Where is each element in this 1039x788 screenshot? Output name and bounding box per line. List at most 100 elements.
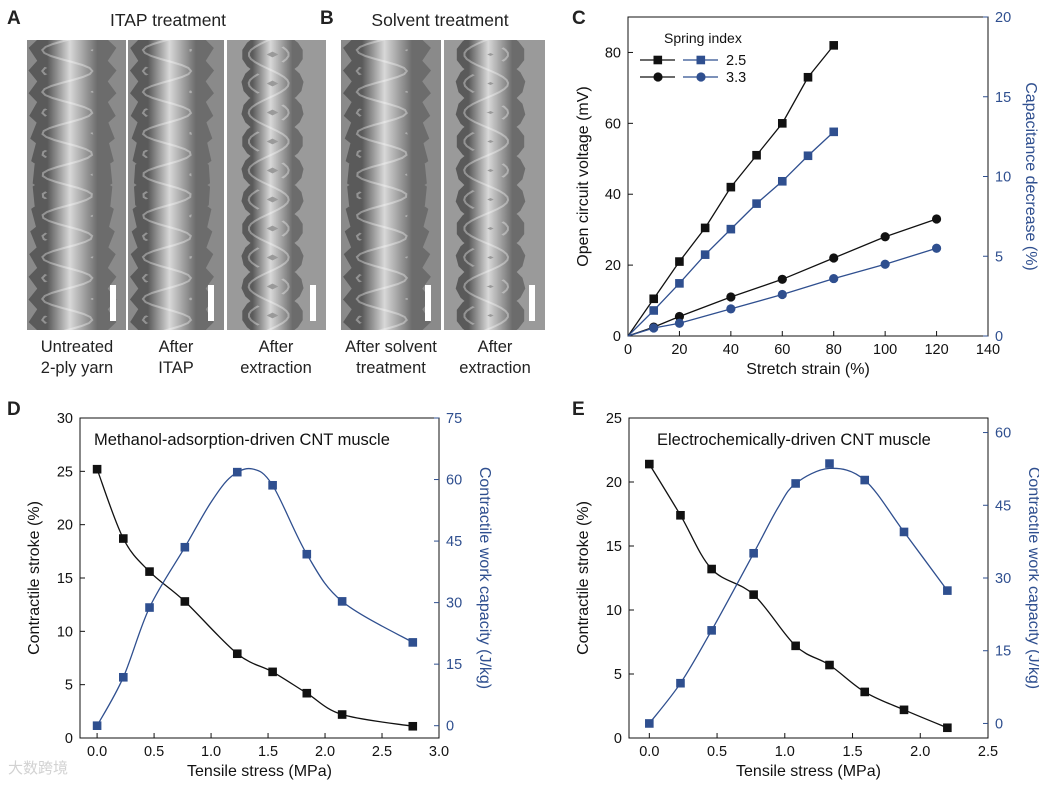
- data-point: [726, 292, 736, 302]
- data-point: [180, 542, 190, 552]
- series-line: [648, 463, 948, 729]
- data-point: [675, 257, 684, 266]
- yarn-helix-graphic: [341, 40, 441, 330]
- y2-tick-label: 10: [995, 170, 1011, 186]
- series-1: [645, 459, 952, 728]
- y-tick-label: 5: [65, 678, 73, 694]
- y-tick-label: 0: [613, 329, 621, 345]
- legend-label: 2.5: [726, 53, 746, 69]
- x-tick-label: 40: [723, 342, 739, 358]
- yarn-highlight: [247, 40, 290, 330]
- legend-marker: [696, 72, 706, 82]
- chart-d-methanol-muscle: Methanol-adsorption-driven CNT muscle 0.0…: [26, 411, 493, 780]
- data-point: [931, 214, 942, 224]
- caption-line: After: [477, 338, 513, 356]
- y2-tick-label: 5: [995, 249, 1003, 265]
- data-point: [752, 199, 761, 208]
- yarn-helix-graphic: [128, 40, 224, 330]
- data-point: [302, 549, 312, 559]
- y-tick-label: 0: [614, 731, 622, 747]
- data-point: [707, 564, 716, 574]
- y-tick-label: 0: [65, 731, 73, 747]
- data-point: [119, 672, 128, 682]
- data-point: [408, 638, 418, 647]
- data-point: [268, 480, 277, 490]
- watermark-text: 大数跨境: [8, 760, 69, 777]
- yarn-highlight: [141, 40, 193, 330]
- yarn-highlight: [463, 40, 510, 330]
- y2-tick-label: 20: [995, 10, 1011, 26]
- series-0: [645, 459, 952, 733]
- data-point: [674, 311, 685, 322]
- data-point: [337, 597, 347, 606]
- data-point: [791, 641, 800, 651]
- scale-bar: [529, 285, 535, 321]
- y2-tick-label: 60: [995, 426, 1011, 442]
- x-tick-label: 2.0: [315, 744, 335, 760]
- x-tick-label: 1.5: [258, 744, 278, 760]
- x-tick-label: 0.5: [144, 744, 164, 760]
- data-point: [92, 721, 102, 730]
- y2-tick-label: 15: [995, 90, 1011, 106]
- data-point: [145, 567, 154, 576]
- plot-frame: [628, 417, 989, 739]
- data-point: [649, 294, 659, 304]
- caption-after-itap: After ITAP: [126, 337, 226, 379]
- series-2: [627, 214, 942, 337]
- panel-letter-a: A: [7, 8, 21, 29]
- y2-axis-label: Contractile work capacity (J/kg): [476, 467, 493, 689]
- y-tick-label: 10: [57, 624, 73, 640]
- data-point: [829, 41, 839, 50]
- caption-line: ITAP: [158, 359, 194, 377]
- y-axis-label: Contractile stroke (%): [26, 501, 43, 655]
- legend: Spring index 2.53.3: [640, 30, 746, 86]
- y2-tick-label: 15: [995, 644, 1011, 660]
- y-tick-label: 60: [605, 116, 621, 132]
- y-tick-label: 40: [605, 187, 621, 203]
- caption-line: After: [258, 338, 294, 356]
- series-line: [96, 468, 413, 727]
- x-axis-label: Tensile stress (MPa): [736, 763, 881, 780]
- x-tick-label: 0.0: [87, 744, 107, 760]
- caption-line: 2-ply yarn: [40, 359, 114, 377]
- data-point: [829, 253, 839, 263]
- y2-tick-label: 30: [995, 571, 1011, 587]
- data-point: [749, 590, 758, 599]
- series-line: [96, 467, 414, 727]
- x-tick-label: 1.0: [201, 744, 221, 760]
- panel-a-title: ITAP treatment: [109, 10, 227, 30]
- y2-tick-label: 45: [446, 534, 462, 550]
- data-point: [700, 250, 710, 259]
- caption-after-extraction-b: After extraction: [444, 337, 546, 379]
- data-point: [880, 232, 890, 242]
- x-axis-label: Tensile stress (MPa): [187, 763, 332, 780]
- data-point: [899, 705, 909, 715]
- x-tick-label: 0.0: [639, 744, 659, 760]
- y-tick-label: 25: [57, 464, 73, 480]
- y2-tick-label: 15: [446, 657, 462, 673]
- data-point: [302, 688, 312, 698]
- caption-line: treatment: [356, 359, 426, 377]
- yarn-ply: [28, 40, 117, 330]
- x-axis-label: Stretch strain (%): [746, 361, 870, 378]
- data-point: [803, 72, 813, 82]
- yarn-ply: [342, 40, 432, 330]
- y-tick-label: 20: [57, 518, 73, 534]
- y2-tick-label: 75: [446, 411, 462, 427]
- yarn-ply: [129, 40, 215, 330]
- series-line: [648, 467, 948, 724]
- sem-image-after-itap: [128, 40, 224, 330]
- y2-tick-label: 45: [995, 498, 1011, 514]
- y-tick-label: 5: [614, 667, 622, 683]
- plot-frame: [79, 417, 440, 739]
- x-tick-label: 2.5: [978, 744, 998, 760]
- panel-b-title: Solvent treatment: [371, 10, 509, 30]
- sem-image-after-solvent: [341, 40, 441, 330]
- chart-c-voltage-capacitance: 0 20 40 60 80 100 120 14002040608005101520Stret…: [575, 10, 1039, 378]
- data-point: [649, 306, 659, 315]
- data-point: [899, 527, 909, 537]
- scale-bar: [208, 285, 214, 321]
- data-point: [825, 660, 834, 670]
- y-tick-label: 10: [606, 603, 622, 619]
- chart-e-electrochemical-muscle: Electrochemically-driven CNT muscle 0.0 0.…: [575, 411, 1039, 780]
